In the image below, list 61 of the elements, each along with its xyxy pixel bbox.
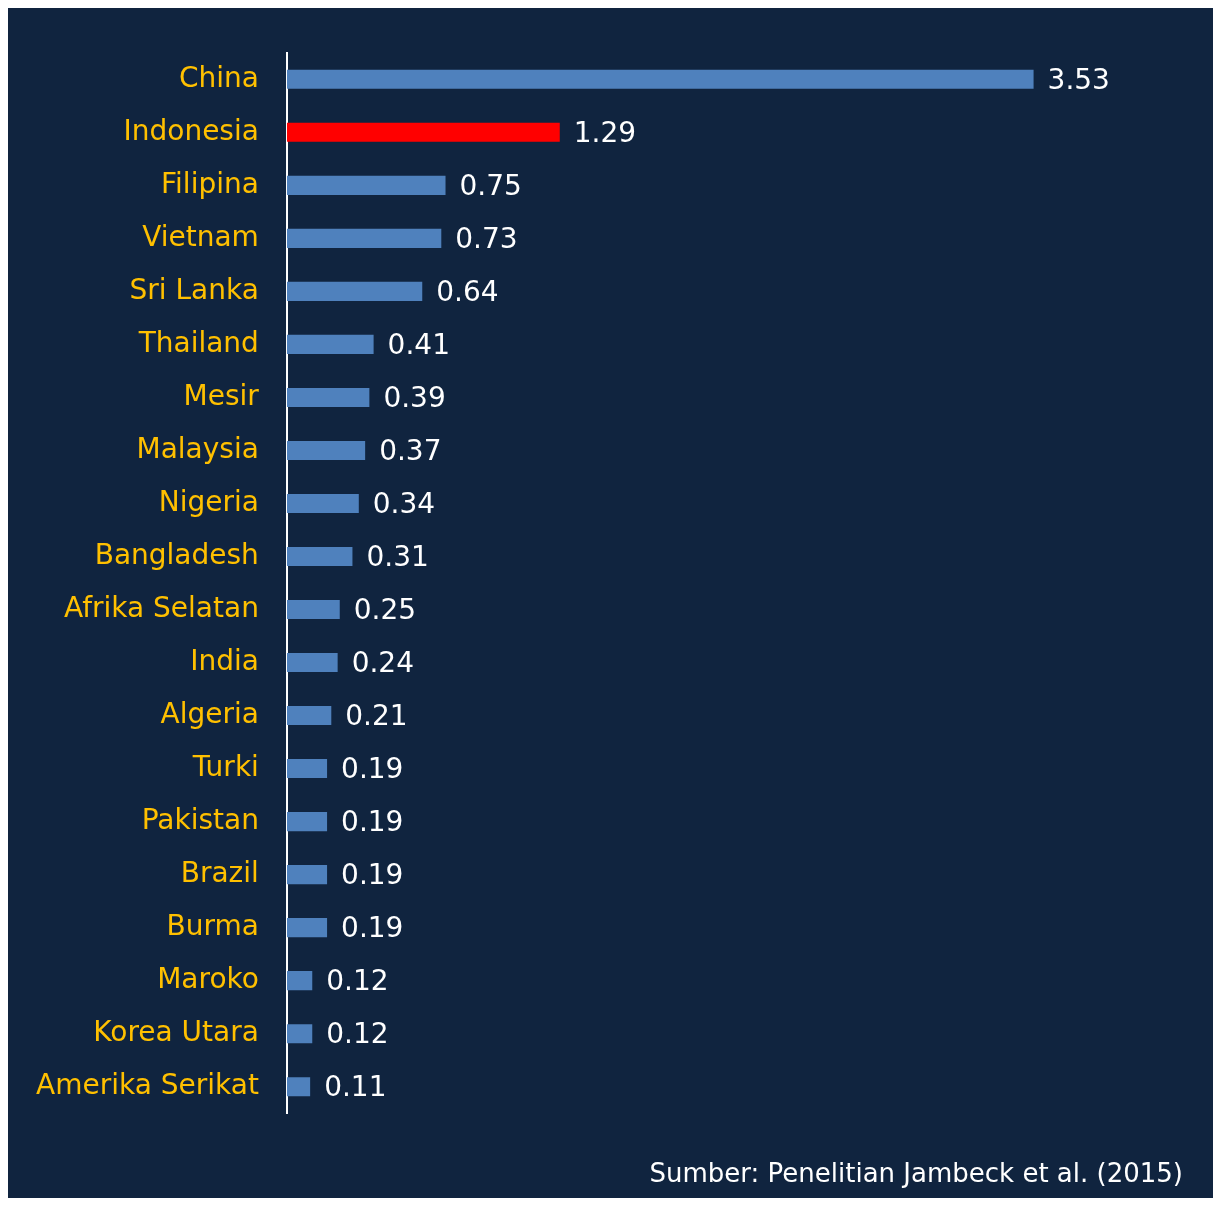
data-label: 0.64	[436, 274, 499, 308]
bar	[286, 759, 328, 779]
data-label: 0.12	[326, 1016, 389, 1050]
bar	[286, 175, 446, 195]
bar	[286, 228, 442, 248]
bar	[286, 546, 353, 567]
data-label: 0.25	[353, 592, 417, 626]
bar	[286, 1024, 313, 1044]
y-tick-label: India	[190, 643, 259, 677]
y-tick-label: Afrika Selatan	[63, 590, 259, 624]
bar	[286, 599, 340, 620]
y-tick-label: Brazil	[180, 855, 259, 889]
data-label: 0.19	[341, 857, 404, 891]
y-tick-label: Thailand	[137, 325, 259, 359]
bar	[286, 69, 1034, 89]
y-tick-label: Burma	[166, 908, 259, 942]
y-tick-label: Maroko	[157, 961, 259, 995]
y-tick-label: Nigeria	[158, 484, 259, 518]
data-label: 0.21	[345, 698, 408, 732]
data-label: 0.19	[341, 804, 404, 838]
bar	[286, 1077, 311, 1097]
y-tick-label: Sri Lanka	[129, 272, 259, 306]
y-tick-label: Indonesia	[123, 113, 259, 147]
data-label: 0.24	[351, 645, 414, 679]
bar	[286, 706, 332, 726]
y-tick-label: Bangladesh	[94, 537, 259, 571]
data-label: 0.39	[383, 380, 446, 414]
bar	[286, 122, 560, 142]
bar	[286, 334, 374, 354]
y-tick-label: Pakistan	[141, 802, 259, 836]
bar	[286, 281, 423, 301]
bar	[286, 865, 328, 885]
data-label: 0.73	[455, 221, 518, 255]
bar	[286, 493, 359, 514]
y-tick-label: Vietnam	[142, 219, 259, 253]
bar	[286, 387, 370, 407]
data-label: 0.31	[366, 539, 429, 573]
bar	[286, 652, 338, 673]
y-tick-label: China	[178, 60, 259, 94]
y-tick-label: Filipina	[161, 166, 259, 200]
bar	[286, 812, 328, 832]
data-label: 0.12	[326, 963, 389, 997]
y-tick-label: Mesir	[183, 378, 260, 412]
data-label: 0.19	[341, 751, 404, 785]
y-tick-label: Korea Utara	[93, 1014, 259, 1048]
y-tick-label: Turki	[191, 749, 259, 783]
data-label: 0.75	[459, 168, 522, 202]
data-label: 3.53	[1047, 62, 1110, 96]
bar	[286, 971, 313, 991]
data-label: 0.34	[372, 486, 436, 520]
data-label: 0.19	[341, 910, 404, 944]
data-label: 1.29	[573, 115, 637, 149]
data-label: 0.41	[387, 327, 450, 361]
text: Sumber: Penelitian Jambeck et al. (2015)	[648, 1158, 1184, 1188]
bar	[286, 918, 328, 938]
data-label: 0.37	[379, 433, 442, 467]
data-label: 0.11	[324, 1069, 387, 1103]
y-tick-label: Amerika Serikat	[35, 1067, 259, 1101]
y-tick-label: Algeria	[160, 696, 259, 730]
bar	[286, 440, 366, 460]
y-tick-label: Malaysia	[136, 431, 259, 465]
